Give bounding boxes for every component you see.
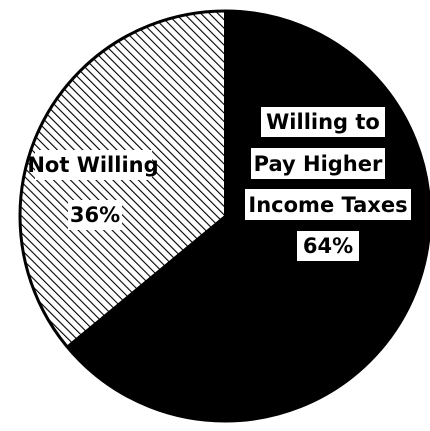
label-box-willing-percent xyxy=(297,231,359,261)
label-box-willing-line-2 xyxy=(251,148,385,179)
label-box-willing-line-1 xyxy=(261,107,385,137)
slice-label-willing: Willing to Pay Higher Income Taxes 64% xyxy=(245,107,411,261)
label-willing-line-2: Pay Higher xyxy=(254,152,383,176)
label-willing-line-3: Income Taxes xyxy=(248,193,407,217)
label-willing-percent: 64% xyxy=(303,234,353,258)
label-willing-line-1: Willing to xyxy=(266,110,380,134)
slice-labels: Not Willing 36% Willing to Pay Higher In… xyxy=(27,107,411,261)
label-box-not-willing-percent xyxy=(68,200,122,230)
label-not-willing-line-1: Not Willing xyxy=(27,153,158,177)
label-box-willing-line-3 xyxy=(245,189,411,220)
label-not-willing-percent: 36% xyxy=(70,203,120,227)
label-box-not-willing-line-1 xyxy=(35,150,152,180)
slice-label-not-willing: Not Willing 36% xyxy=(27,150,159,230)
pie-outline xyxy=(18,9,430,423)
